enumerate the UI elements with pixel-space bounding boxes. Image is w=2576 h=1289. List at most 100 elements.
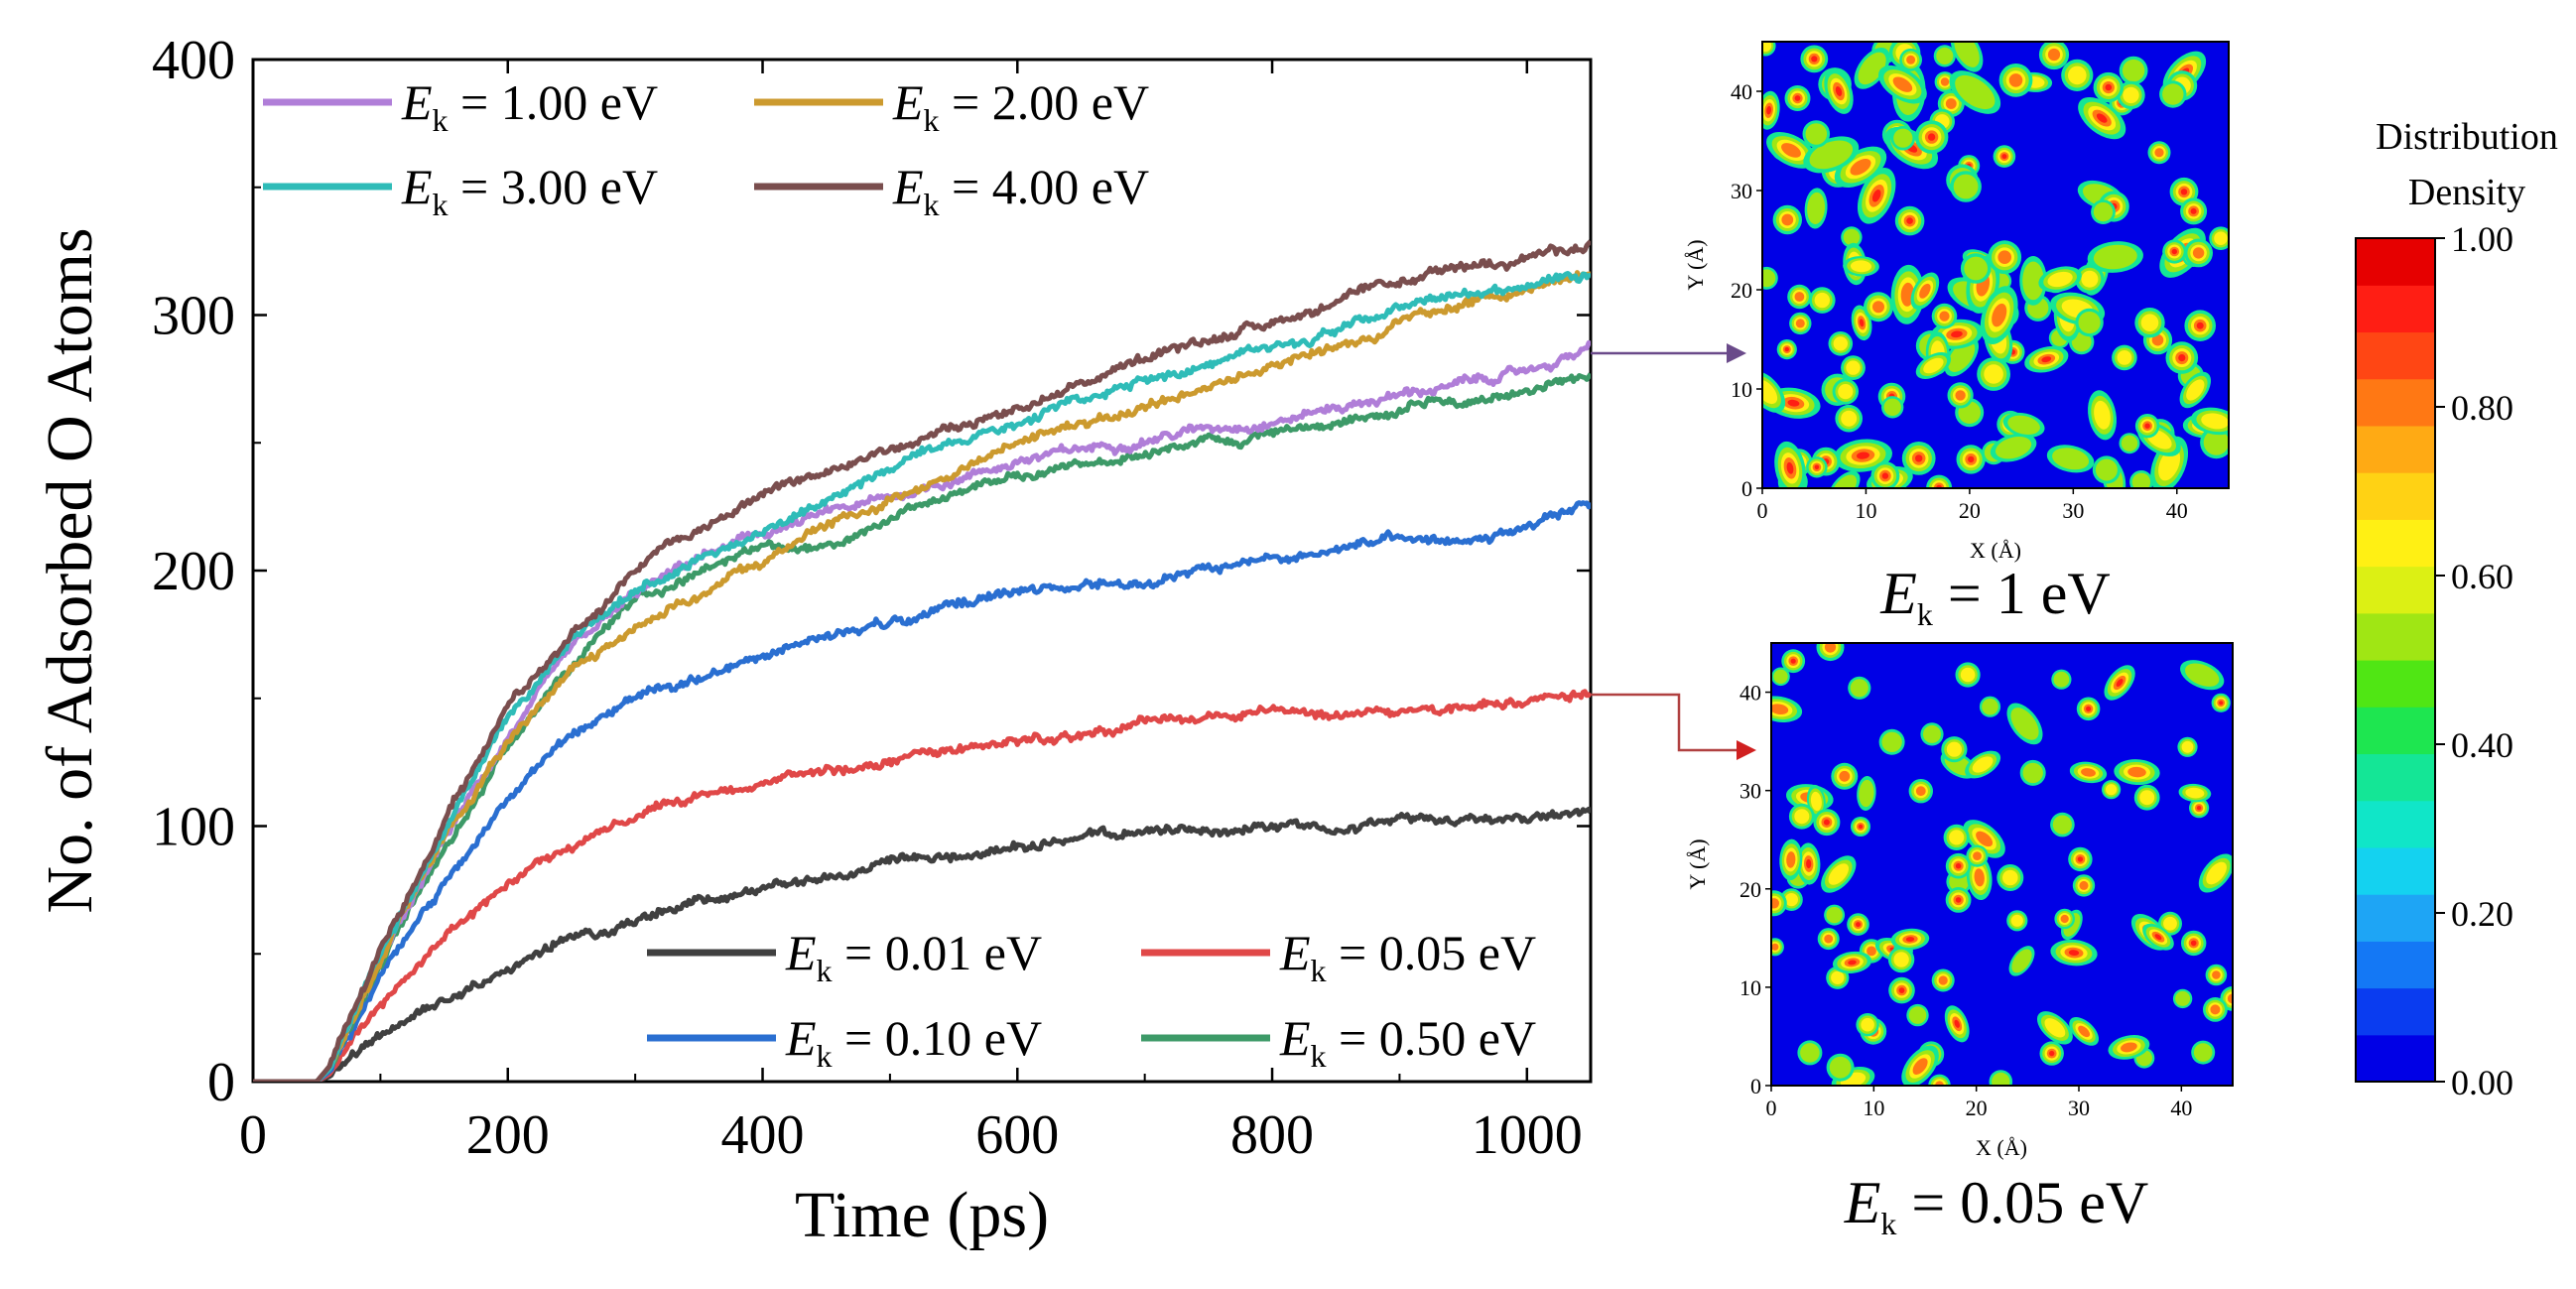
density-blob xyxy=(1976,831,1994,847)
density-blob xyxy=(1857,451,1869,459)
density-blob xyxy=(2144,423,2150,429)
x-tick-label: 200 xyxy=(466,1104,550,1166)
density-blob xyxy=(1905,937,1915,942)
x-tick-label: 400 xyxy=(721,1104,805,1166)
series-line-1 xyxy=(253,689,1591,1082)
density-blob xyxy=(1974,868,1985,887)
density-blob xyxy=(1833,336,1849,351)
density-blob xyxy=(1955,862,1962,869)
density-blob xyxy=(2127,766,2146,778)
y-tick-label: 0 xyxy=(207,1052,235,1113)
density-blob xyxy=(2227,993,2233,1004)
density-blob xyxy=(2093,244,2137,270)
density-blob xyxy=(1927,133,1936,141)
x-tick-label: 1000 xyxy=(1472,1104,1583,1166)
colorbar-cell xyxy=(2356,800,2435,848)
density-map-2: 0 10 20 30 40 0 10 20 30 40 X (Å) Y (Å) xyxy=(1685,642,2234,1160)
density-blob xyxy=(1982,698,1998,715)
main-axis-ticks: 0 200 400 600 800 1000 0 100 200 300 400 xyxy=(152,30,1591,1166)
map-y-tick-label: 10 xyxy=(1739,975,1761,1000)
density-blob xyxy=(1784,346,1790,352)
density-blob xyxy=(2121,1042,2137,1053)
density-blob xyxy=(1794,809,1810,825)
density-blob xyxy=(1912,1058,1928,1075)
density-blob xyxy=(1923,724,1941,743)
density-blob xyxy=(1940,77,1950,86)
legend-label: Ek = 4.00 eV xyxy=(892,159,1149,222)
series-line-7 xyxy=(253,239,1591,1082)
y-tick-label: 400 xyxy=(152,30,235,91)
series-line-6 xyxy=(253,271,1591,1082)
map-y-tick-label: 20 xyxy=(1739,877,1761,902)
density-blob xyxy=(1807,192,1826,224)
density-blob xyxy=(2060,914,2069,924)
density-blob xyxy=(2186,379,2205,401)
density-blob xyxy=(1850,260,1872,273)
density-blob xyxy=(2139,790,2155,806)
map-y-tick-label: 0 xyxy=(1750,1074,1761,1098)
density-blob xyxy=(2184,663,2220,687)
density-blob xyxy=(2078,1025,2091,1038)
density-blob xyxy=(1915,454,1923,462)
density-blob xyxy=(1771,704,1789,715)
colorbar: Distribution Density 0.00 0.20 0.40 0.60 0.8… xyxy=(2355,116,2558,1102)
density-blob xyxy=(1781,143,1801,158)
colorbar-cell xyxy=(2356,285,2435,333)
map-x-tick-label: 0 xyxy=(1757,498,1768,523)
colorbar-cell xyxy=(2356,707,2435,755)
density-blob xyxy=(1794,95,1801,101)
map-y-tick-label: 30 xyxy=(1739,779,1761,804)
density-blob xyxy=(1786,461,1794,474)
legend-top: Ek = 1.00 eV Ek = 2.00 eV Ek = 3.00 eV Ek =… xyxy=(263,74,1149,222)
colorbar-cells xyxy=(2356,238,2435,1083)
density-blob xyxy=(1859,319,1865,327)
colorbar-cell xyxy=(2356,660,2435,708)
density-blob xyxy=(1955,897,1962,903)
legend-label: Ek = 0.10 eV xyxy=(785,1010,1042,1074)
arrow-2-line xyxy=(1591,693,1739,752)
colorbar-cell xyxy=(2356,612,2435,661)
legend-bottom: Ek = 0.01 eV Ek = 0.05 eV Ek = 0.10 eV Ek =… xyxy=(647,925,1536,1074)
density-blob xyxy=(1826,906,1843,924)
density-blob xyxy=(1762,269,1776,288)
density-blob xyxy=(1949,830,1965,845)
density-blob xyxy=(2212,970,2221,979)
density-blob xyxy=(2140,314,2159,332)
density-blob xyxy=(1893,128,1913,148)
density-blob xyxy=(2171,248,2177,255)
density-blob xyxy=(2052,815,2072,835)
density-blob xyxy=(2206,861,2227,885)
density-map-2-blobs xyxy=(1771,643,2233,1086)
density-blob xyxy=(2010,914,2023,927)
density-blob xyxy=(2096,113,2108,123)
map-x-tick-label: 30 xyxy=(2062,498,2084,523)
x-tick-label: 800 xyxy=(1230,1104,1314,1166)
colorbar-cell xyxy=(2356,753,2435,802)
density-blob xyxy=(1955,390,1966,401)
density-blob xyxy=(1856,922,1861,928)
map-x-tick-label: 30 xyxy=(2068,1096,2090,1120)
series-line-0 xyxy=(253,806,1591,1082)
density-blob xyxy=(2121,435,2138,451)
density-blob xyxy=(1795,319,1805,328)
map-x-tick-label: 40 xyxy=(2170,1096,2192,1120)
map-y-tick-label: 40 xyxy=(1731,79,1752,104)
density-blob xyxy=(1766,105,1772,115)
density-blob xyxy=(2022,762,2043,784)
map-y-tick-label: 20 xyxy=(1731,278,1752,303)
density-blob xyxy=(1953,174,1979,199)
density-map-1-caption: Ek = 1 eV xyxy=(1879,561,2110,632)
density-blob xyxy=(1867,946,1876,957)
density-blob xyxy=(1809,140,1854,170)
colorbar-title-line2: Density xyxy=(2408,172,2525,213)
density-blob xyxy=(1786,851,1796,868)
density-blob xyxy=(2053,671,2070,688)
density-blob xyxy=(2210,1004,2221,1015)
density-blob xyxy=(2196,322,2204,329)
density-blob xyxy=(1892,76,1913,92)
density-blob xyxy=(2079,880,2089,890)
density-blob xyxy=(2095,458,2118,481)
density-blob xyxy=(1850,159,1871,176)
